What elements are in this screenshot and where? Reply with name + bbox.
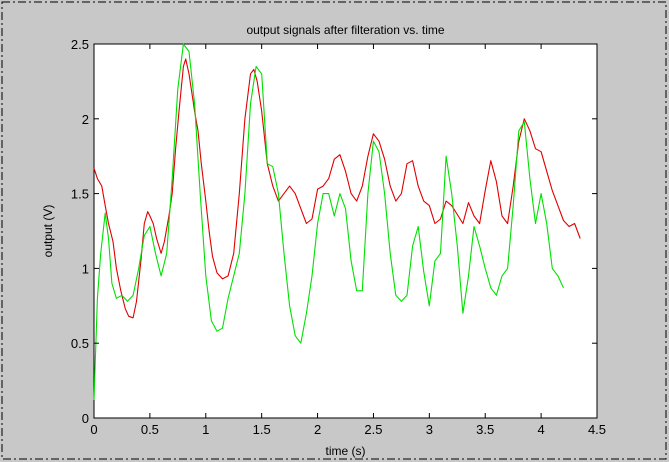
x-tick-label: 4 <box>537 422 544 437</box>
y-axis-label: output (V) <box>41 205 55 258</box>
y-tick-label: 1.5 <box>71 187 89 202</box>
x-tick-label: 1 <box>202 422 209 437</box>
x-tick-label: 4.5 <box>588 422 606 437</box>
x-tick-label: 0.5 <box>141 422 159 437</box>
x-tick-label: 3 <box>426 422 433 437</box>
x-tick-label: 2 <box>314 422 321 437</box>
x-tick-label: 1.5 <box>253 422 271 437</box>
series-line-green <box>93 43 564 401</box>
series-layer <box>93 43 581 401</box>
series-line-red <box>93 58 581 319</box>
y-tick-label: 2 <box>82 112 89 127</box>
y-tick-label: 0.5 <box>71 336 89 351</box>
x-axis-label: time (s) <box>326 444 366 458</box>
chart-title: output signals after filteration vs. tim… <box>246 23 444 37</box>
y-tick-label: 2.5 <box>71 37 89 52</box>
x-tick-label: 3.5 <box>476 422 494 437</box>
x-tick-label: 0 <box>90 422 97 437</box>
ticks-layer: 0 0.5 1 1.5 2 2.5 3 3.5 4 4.5 0 0.5 1 1.5 2 2.5 <box>71 37 606 437</box>
y-tick-label: 0 <box>82 411 89 426</box>
x-tick-label: 2.5 <box>364 422 382 437</box>
plot-area <box>93 43 598 419</box>
y-tick-label: 1 <box>82 261 89 276</box>
